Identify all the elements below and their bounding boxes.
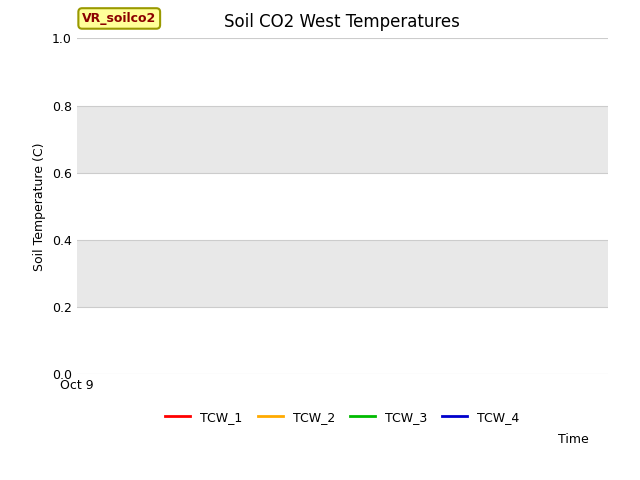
Title: Soil CO2 West Temperatures: Soil CO2 West Temperatures [225, 13, 460, 31]
Bar [77, 307, 608, 374]
Bar [77, 173, 608, 240]
Text: VR_soilco2: VR_soilco2 [82, 12, 156, 25]
Bar [77, 240, 608, 307]
Bar [77, 38, 608, 106]
Bar [77, 106, 608, 173]
Y-axis label: Soil Temperature (C): Soil Temperature (C) [33, 142, 46, 271]
Text: Time: Time [558, 432, 589, 446]
Legend: TCW_1, TCW_2, TCW_3, TCW_4: TCW_1, TCW_2, TCW_3, TCW_4 [161, 406, 524, 429]
